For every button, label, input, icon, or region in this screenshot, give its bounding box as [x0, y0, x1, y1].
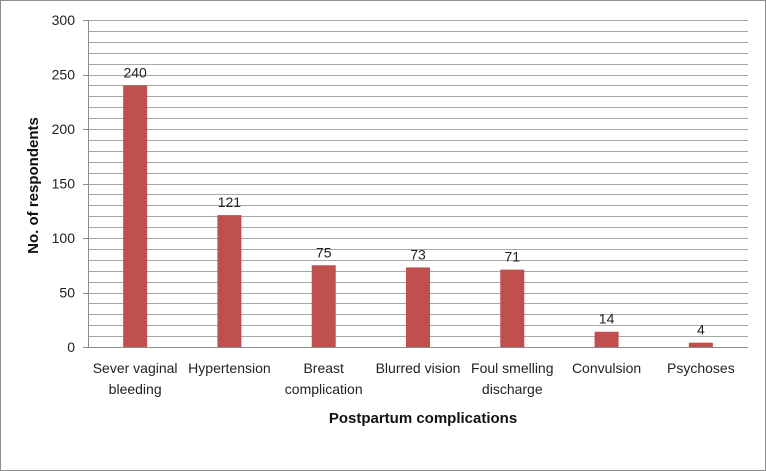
x-axis-title: Postpartum complications [329, 410, 517, 427]
y-tick-label: 300 [52, 12, 76, 28]
bars [123, 85, 713, 348]
data-label: 73 [410, 246, 426, 262]
data-label: 121 [218, 194, 242, 210]
data-label: 71 [504, 249, 520, 265]
y-tick-label: 200 [52, 121, 76, 137]
bar [217, 215, 242, 347]
data-label: 75 [316, 244, 332, 260]
x-axis-categories: Sever vaginal bleeding Hypertension Breast c… [93, 360, 735, 397]
x-category-label: Blurred vision [376, 360, 461, 376]
x-category-label: complication [285, 381, 363, 397]
x-category-label: Foul smelling [471, 360, 553, 376]
bar [594, 331, 619, 347]
y-axis-ticks: 0 50 100 150 200 250 300 [52, 12, 88, 355]
y-axis-title: No. of respondents [25, 117, 42, 254]
bar [500, 269, 525, 347]
data-labels: 240 121 75 73 71 14 4 [123, 64, 704, 337]
bar [688, 342, 713, 347]
y-tick-label: 150 [52, 176, 76, 192]
x-category-label: Breast [303, 360, 344, 376]
x-category-label: Psychoses [667, 360, 735, 376]
y-tick-label: 100 [52, 230, 76, 246]
x-category-label: Hypertension [188, 360, 271, 376]
data-label: 4 [697, 322, 705, 338]
bar [123, 85, 148, 348]
data-label: 14 [599, 311, 615, 327]
y-tick-label: 0 [67, 339, 75, 355]
y-tick-label: 250 [52, 67, 76, 83]
x-category-label: bleeding [109, 381, 162, 397]
y-tick-label: 50 [59, 285, 75, 301]
bar [311, 265, 336, 347]
data-label: 240 [123, 64, 147, 80]
x-category-label: Sever vaginal [93, 360, 178, 376]
x-category-label: Convulsion [572, 360, 641, 376]
bar [406, 267, 430, 347]
x-category-label: discharge [482, 381, 543, 397]
